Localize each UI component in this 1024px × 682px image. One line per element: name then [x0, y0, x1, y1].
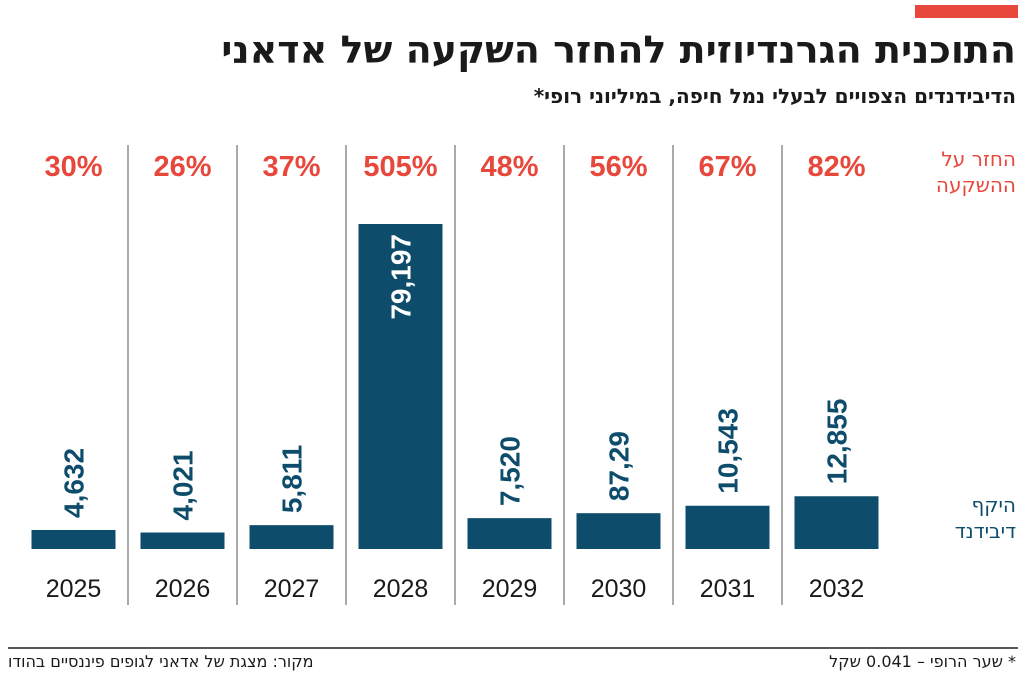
x-tick-label: 2032 — [809, 575, 865, 603]
x-tick-label: 2026 — [155, 575, 211, 603]
legend-entry: היקף דיבידנד — [954, 493, 1016, 543]
title: התוכנית הגרנדיוזית להחזר השקעה של אדאני — [221, 28, 1016, 72]
x-tick-label: 2027 — [264, 575, 320, 603]
x-tick-label: 2028 — [373, 575, 429, 603]
bar — [685, 505, 770, 549]
return-label: 48% — [480, 151, 538, 183]
accent-bar — [915, 5, 1018, 18]
data-label: 4,021 — [168, 450, 199, 520]
data-label: 79,197 — [386, 234, 417, 320]
x-tick-label: 2029 — [482, 575, 538, 603]
bar — [576, 513, 661, 549]
data-label: 87,29 — [604, 431, 635, 501]
bar — [358, 224, 443, 549]
return-label: 505% — [363, 151, 437, 183]
bar — [140, 532, 225, 549]
data-label: 5,811 — [277, 445, 308, 514]
x-tick-label: 2030 — [591, 575, 647, 603]
return-label: 82% — [807, 151, 865, 183]
bar — [249, 525, 334, 549]
data-label: 12,855 — [822, 399, 853, 485]
data-label: 10,543 — [713, 408, 744, 494]
subtitle: הדיבידנדים הצפויים לבעלי נמל חיפה, במילי… — [533, 84, 1016, 108]
bar — [467, 518, 552, 549]
x-tick-label: 2025 — [46, 575, 102, 603]
return-label: 67% — [698, 151, 756, 183]
x-tick-label: 2031 — [700, 575, 756, 603]
return-label: 37% — [262, 151, 320, 183]
return-label: 30% — [44, 151, 102, 183]
bar — [31, 529, 116, 549]
source: מקור: מצגת של אדאני לגופים פיננסיים בהוד… — [8, 652, 314, 671]
return-label: 56% — [589, 151, 647, 183]
bar — [794, 496, 879, 549]
footnote: * שער הרופי – 0.041 שקל — [829, 652, 1016, 671]
data-label: 7,520 — [495, 436, 526, 506]
returns-label: החזר על ההשקעה — [935, 147, 1016, 197]
return-label: 26% — [153, 151, 211, 183]
data-label: 4,632 — [59, 448, 90, 518]
